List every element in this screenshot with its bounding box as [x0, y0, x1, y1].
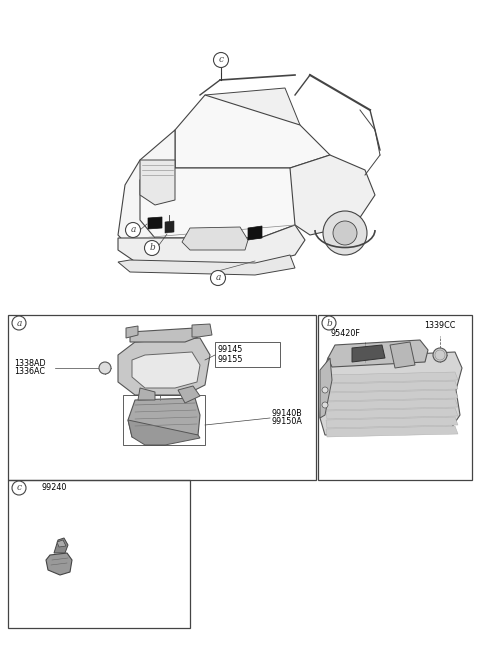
- Polygon shape: [148, 217, 162, 229]
- Polygon shape: [54, 538, 68, 553]
- Polygon shape: [132, 352, 200, 388]
- Bar: [8, 315, 316, 480]
- Text: b: b: [326, 319, 332, 327]
- Polygon shape: [192, 324, 212, 337]
- Polygon shape: [118, 130, 175, 248]
- Polygon shape: [165, 221, 174, 233]
- Polygon shape: [175, 95, 330, 168]
- Polygon shape: [326, 426, 458, 437]
- Polygon shape: [126, 326, 138, 338]
- Text: 99150A: 99150A: [272, 417, 303, 426]
- Polygon shape: [178, 386, 200, 403]
- Circle shape: [323, 211, 367, 255]
- Polygon shape: [140, 160, 175, 205]
- Polygon shape: [352, 345, 385, 362]
- Circle shape: [333, 221, 357, 245]
- Text: a: a: [130, 226, 136, 234]
- Bar: [123, 395, 205, 445]
- Polygon shape: [326, 408, 458, 419]
- Circle shape: [211, 270, 226, 285]
- Text: 99240: 99240: [42, 483, 67, 493]
- Bar: [215, 342, 280, 367]
- Text: c: c: [16, 483, 22, 493]
- Polygon shape: [326, 381, 458, 392]
- Text: 1339CC: 1339CC: [424, 321, 456, 331]
- Polygon shape: [118, 225, 305, 265]
- Polygon shape: [390, 342, 415, 368]
- Text: c: c: [218, 56, 224, 64]
- Polygon shape: [326, 417, 458, 428]
- Polygon shape: [130, 328, 198, 342]
- Polygon shape: [320, 352, 462, 435]
- Circle shape: [214, 52, 228, 68]
- Text: 95420F: 95420F: [330, 329, 360, 337]
- Circle shape: [12, 316, 26, 330]
- Polygon shape: [290, 155, 375, 235]
- Circle shape: [12, 481, 26, 495]
- Circle shape: [99, 362, 111, 374]
- Polygon shape: [328, 340, 428, 367]
- Polygon shape: [118, 338, 210, 395]
- Circle shape: [433, 348, 447, 362]
- Polygon shape: [140, 168, 310, 238]
- Text: a: a: [216, 274, 221, 283]
- Bar: [8, 480, 190, 628]
- Polygon shape: [326, 372, 458, 383]
- Text: 99145: 99145: [218, 346, 243, 354]
- Polygon shape: [326, 399, 458, 410]
- Text: 99155: 99155: [218, 354, 243, 363]
- Circle shape: [322, 402, 328, 408]
- Polygon shape: [57, 540, 66, 547]
- Text: a: a: [16, 319, 22, 327]
- Polygon shape: [326, 390, 458, 401]
- Polygon shape: [128, 398, 200, 437]
- Text: b: b: [149, 243, 155, 253]
- Polygon shape: [46, 553, 72, 575]
- Polygon shape: [248, 226, 262, 240]
- Polygon shape: [138, 388, 155, 400]
- Text: 1338AD: 1338AD: [14, 359, 46, 369]
- Circle shape: [125, 222, 141, 237]
- Polygon shape: [118, 255, 295, 275]
- Text: 1336AC: 1336AC: [14, 367, 45, 377]
- Circle shape: [144, 241, 159, 255]
- Polygon shape: [320, 358, 332, 418]
- Circle shape: [322, 387, 328, 393]
- Polygon shape: [128, 420, 200, 445]
- Text: 99140B: 99140B: [272, 409, 303, 417]
- Circle shape: [322, 316, 336, 330]
- Polygon shape: [205, 88, 300, 132]
- Polygon shape: [182, 227, 248, 250]
- Bar: [318, 315, 472, 480]
